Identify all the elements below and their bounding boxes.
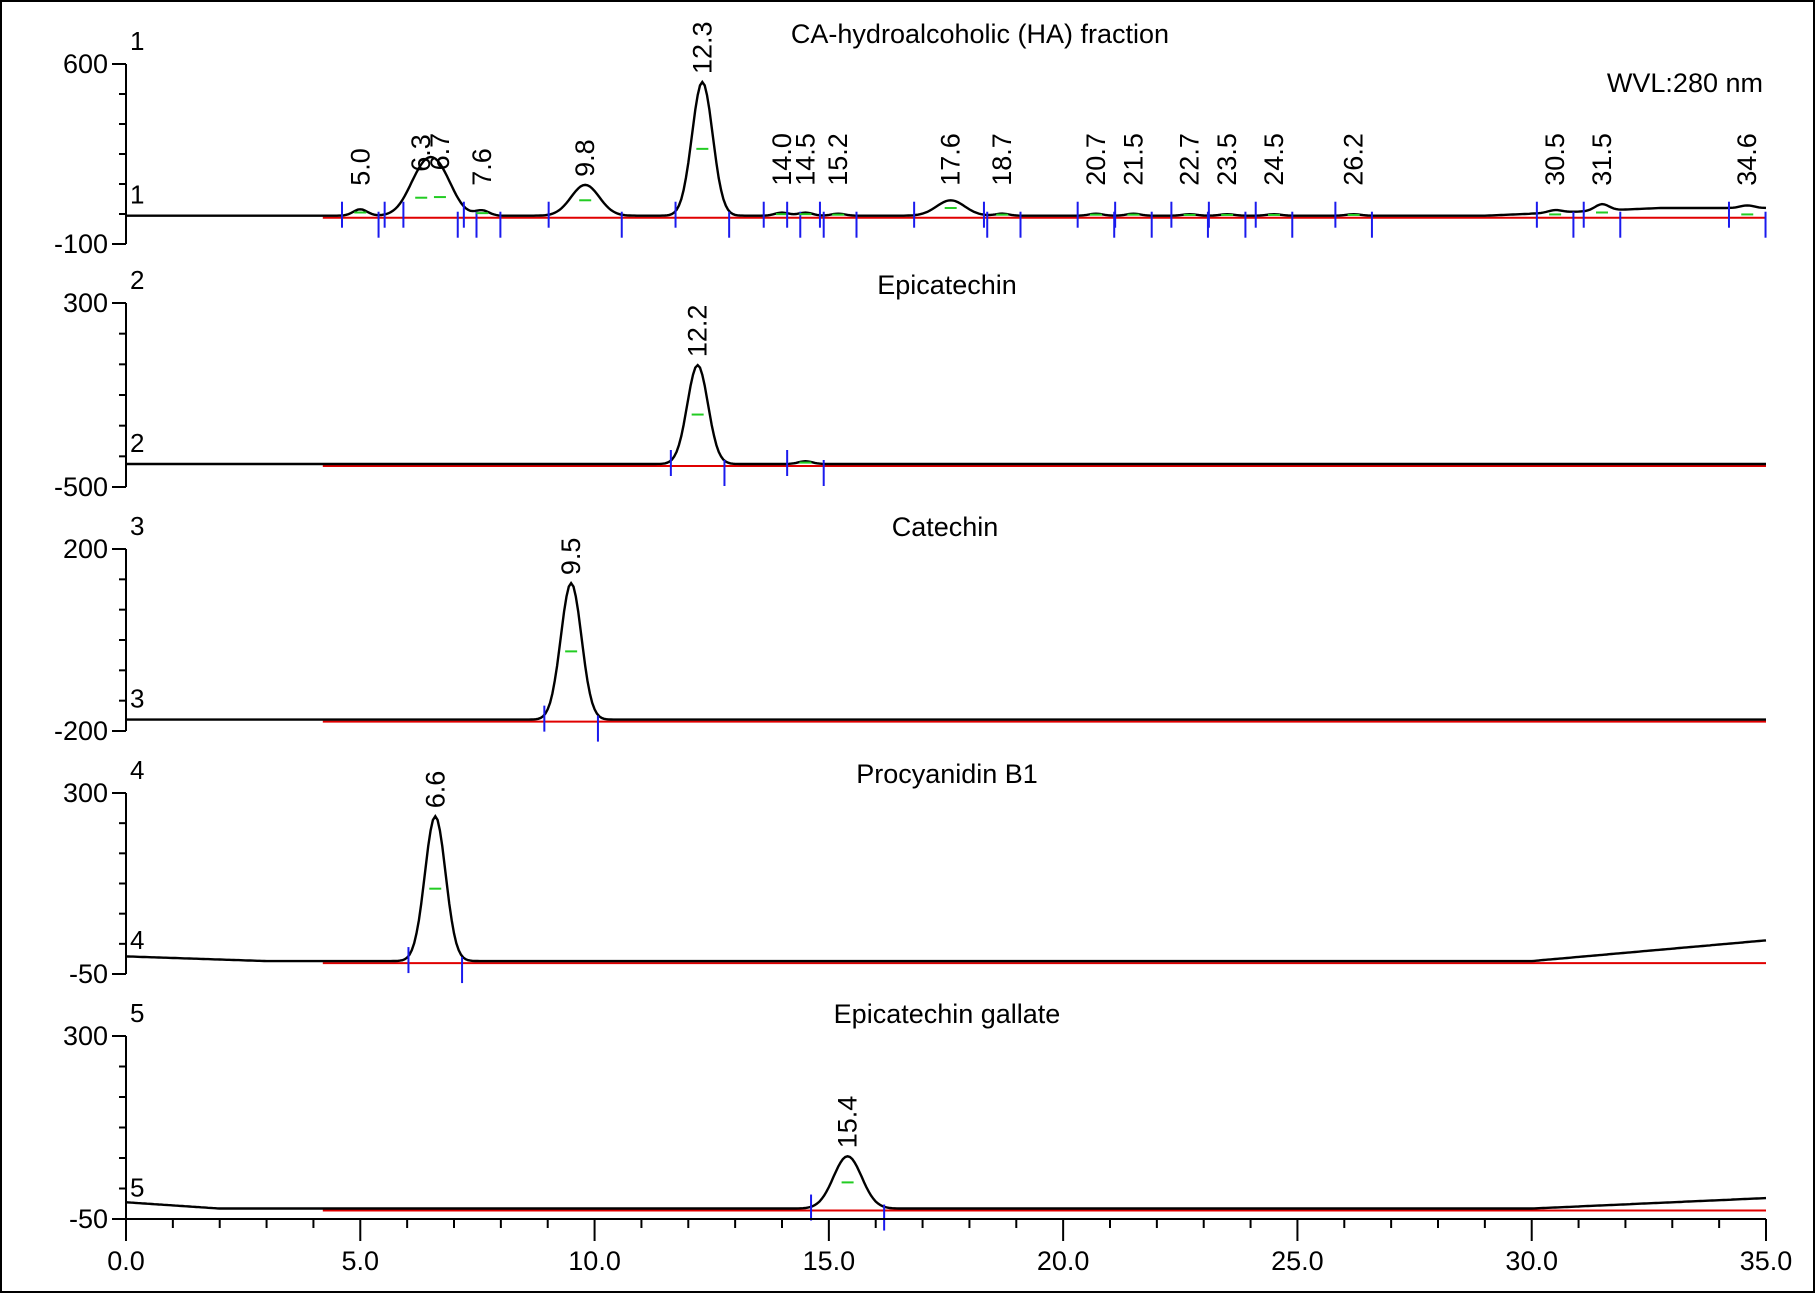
peak-label: 34.6 — [1732, 133, 1762, 186]
peak-label: 12.2 — [683, 305, 713, 358]
plot-layer: 600 -100 1 1 5.0 6.36.7 7.6 9.8 12.3 14.014.5 15.2… — [54, 21, 1767, 1234]
trace-line — [126, 363, 1766, 466]
peak-label: 14.0 — [767, 133, 797, 186]
y-tick-label-top: 300 — [63, 1021, 108, 1051]
x-tick-label: 20.0 — [1037, 1246, 1090, 1276]
panel-3-title: Catechin — [892, 512, 999, 542]
peak-label: 6.3 — [406, 134, 436, 172]
peak-label: 22.7 — [1175, 133, 1205, 186]
peak-label: 24.5 — [1259, 133, 1289, 186]
panel-5-title: Epicatechin gallate — [834, 999, 1061, 1029]
panel-3: 200 -200 3 3 9.5 — [54, 511, 1766, 746]
trace-line — [126, 580, 1766, 721]
panel-2: 300 -500 2 2 12.2 — [54, 265, 1766, 502]
y-tick-label-bottom: -500 — [54, 472, 108, 502]
trace-line — [125, 1155, 1767, 1210]
peak-label: 30.5 — [1540, 133, 1570, 186]
peak-label: 21.5 — [1118, 133, 1148, 186]
peak-label: 6.6 — [420, 771, 450, 809]
y-tick-label-top: 200 — [63, 534, 108, 564]
x-tick-label: 35.0 — [1740, 1246, 1793, 1276]
x-tick-label: 15.0 — [803, 1246, 856, 1276]
y-tick-label-bottom: -50 — [69, 1204, 108, 1234]
baseline-index-label: 4 — [130, 925, 144, 955]
peak-label: 18.7 — [987, 133, 1017, 186]
baseline-index-label: 1 — [130, 180, 144, 210]
y-tick-label-bottom: -200 — [54, 716, 108, 746]
baseline-index-label: 3 — [130, 684, 144, 714]
peak-label: 15.2 — [823, 133, 853, 186]
panel-index-label: 3 — [130, 511, 144, 541]
panel-4: 300 -50 4 4 6.6 — [63, 755, 1767, 989]
peak-label: 6.7 — [425, 133, 455, 171]
peak-label: 14.5 — [790, 133, 820, 186]
baseline-index-label: 2 — [130, 428, 144, 458]
peak-label: 15.4 — [833, 1096, 863, 1149]
panel-4-title: Procyanidin B1 — [856, 759, 1038, 789]
panel-index-label: 5 — [130, 998, 144, 1028]
peak-label: 12.3 — [687, 21, 717, 74]
peak-label: 23.5 — [1212, 133, 1242, 186]
panel-5: 300 -50 5 5 15.4 — [63, 998, 1767, 1234]
peak-label: 7.6 — [467, 148, 497, 186]
y-tick-label-bottom: -100 — [54, 229, 108, 259]
wavelength-label: WVL:280 nm — [1607, 68, 1763, 98]
x-tick-label: 0.0 — [107, 1246, 145, 1276]
trace-line — [125, 814, 1767, 963]
y-tick-label-bottom: -50 — [69, 959, 108, 989]
panel-index-label: 1 — [130, 26, 144, 56]
panel-index-label: 4 — [130, 755, 144, 785]
peak-label: 20.7 — [1081, 133, 1111, 186]
x-tick-label: 5.0 — [342, 1246, 380, 1276]
y-tick-label-top: 300 — [63, 778, 108, 808]
panel-index-label: 2 — [130, 265, 144, 295]
peak-label: 26.2 — [1339, 133, 1369, 186]
y-tick-label-top: 600 — [63, 49, 108, 79]
peak-label: 17.6 — [936, 133, 966, 186]
x-tick-label: 25.0 — [1271, 1246, 1324, 1276]
x-axis: 0.0 5.0 10.0 15.0 20.0 25.0 30.0 35.0 — [107, 1218, 1793, 1276]
y-tick-label-top: 300 — [63, 288, 108, 318]
trace-line — [126, 79, 1767, 217]
peak-label: 31.5 — [1587, 133, 1617, 186]
x-tick-label: 30.0 — [1505, 1246, 1558, 1276]
panel-1-title: CA-hydroalcoholic (HA) fraction — [791, 19, 1169, 49]
panel-1: 600 -100 1 1 5.0 6.36.7 7.6 9.8 12.3 14.014.5 15.2… — [54, 21, 1767, 259]
peak-label: 5.0 — [345, 148, 375, 186]
peak-label: 9.8 — [570, 139, 600, 177]
panel-2-title: Epicatechin — [877, 270, 1017, 300]
peak-label: 9.5 — [556, 538, 586, 576]
x-tick-label: 10.0 — [568, 1246, 621, 1276]
baseline-index-label: 5 — [130, 1173, 144, 1203]
